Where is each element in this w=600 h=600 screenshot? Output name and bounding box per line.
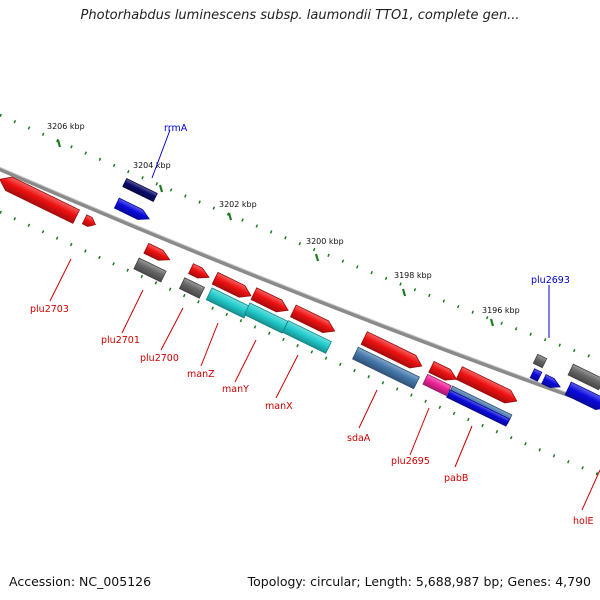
- gene-feature-pabB: [446, 389, 510, 427]
- major-tick-5: [489, 318, 495, 327]
- gene-leader-line: [49, 258, 72, 302]
- gene-leader-line: [121, 289, 144, 334]
- gene-leader-line: [160, 307, 184, 351]
- gene-feature-plu2695: [422, 373, 452, 397]
- gene-leader-line: [151, 129, 171, 179]
- gene-feature-red-small: [81, 214, 96, 227]
- gene-leader-line: [234, 339, 257, 383]
- gene-feature-red-6: [360, 331, 423, 369]
- gene-leader-line: [275, 354, 299, 399]
- gene-feature-red-4: [250, 287, 289, 313]
- scale-label: 3196 kbp: [482, 306, 520, 315]
- gene-label: plu2700: [140, 353, 179, 364]
- gene-feature-red-7: [428, 360, 458, 381]
- major-tick-0: [56, 139, 62, 148]
- gene-feature-rrmA: [122, 177, 158, 203]
- major-tick-1: [158, 184, 164, 193]
- gene-feature-manY: [243, 302, 289, 334]
- major-tick-4: [401, 288, 407, 297]
- major-tick-3: [314, 253, 320, 262]
- gene-label: rrmA: [164, 123, 188, 134]
- gene-leader-line: [454, 425, 473, 468]
- scale-label: 3202 kbp: [219, 200, 257, 209]
- inner-tick-row: [0, 210, 600, 477]
- gene-label: manZ: [187, 369, 215, 380]
- gene-label: plu2695: [391, 456, 430, 467]
- gene-feature-manX: [282, 320, 332, 354]
- genome-summary-text: Topology: circular; Length: 5,688,987 bp…: [247, 574, 591, 589]
- map-title: Photorhabdus luminescens subsp. laumondi…: [80, 8, 520, 23]
- gene-feature-plu2703: [0, 176, 81, 224]
- gene-label: manX: [265, 401, 293, 412]
- gene-leader-line: [200, 322, 219, 367]
- gene-feature-plu2701: [133, 257, 167, 283]
- gene-feature-blue-4: [564, 381, 600, 410]
- gene-label: manY: [222, 384, 249, 395]
- gene-feature-blue-2: [541, 374, 561, 388]
- genome-backbone-highlight: [0, 166, 600, 405]
- gene-feature-red-8: [455, 366, 518, 404]
- gene-feature-blue-3: [529, 368, 543, 382]
- gene-feature-sdaA: [352, 346, 420, 390]
- gene-leader-line: [409, 407, 430, 456]
- genome-backbone: [0, 167, 600, 409]
- gene-leader-line: [358, 389, 378, 429]
- gene-leader-line: [581, 469, 600, 511]
- scale-label: 3198 kbp: [394, 271, 432, 280]
- outer-tick-row: [0, 113, 600, 362]
- scale-label: 3200 kbp: [306, 237, 344, 246]
- scale-label: 3204 kbp: [133, 161, 171, 170]
- gene-label: plu2701: [101, 335, 140, 346]
- gene-label: plu2693: [531, 275, 570, 286]
- gene-feature-plu2700: [178, 277, 206, 299]
- gene-feature-blue-1: [113, 197, 150, 220]
- gene-feature-red-1: [143, 242, 171, 261]
- gene-feature-grey-3: [532, 353, 548, 369]
- gene-feature-manZ: [205, 287, 251, 319]
- gene-feature-red-3: [211, 271, 252, 298]
- major-tick-2: [227, 212, 233, 221]
- gene-feature-red-5: [289, 304, 336, 333]
- gene-label: plu2703: [30, 304, 69, 315]
- gene-feature-grey-4: [567, 363, 600, 391]
- scale-label: 3206 kbp: [47, 122, 85, 131]
- gene-label: pabB: [444, 473, 468, 484]
- gene-feature-red-2: [188, 263, 210, 279]
- accession-text: Accession: NC_005126: [9, 574, 152, 589]
- gene-label: holE: [573, 516, 593, 527]
- gene-label: sdaA: [347, 433, 371, 444]
